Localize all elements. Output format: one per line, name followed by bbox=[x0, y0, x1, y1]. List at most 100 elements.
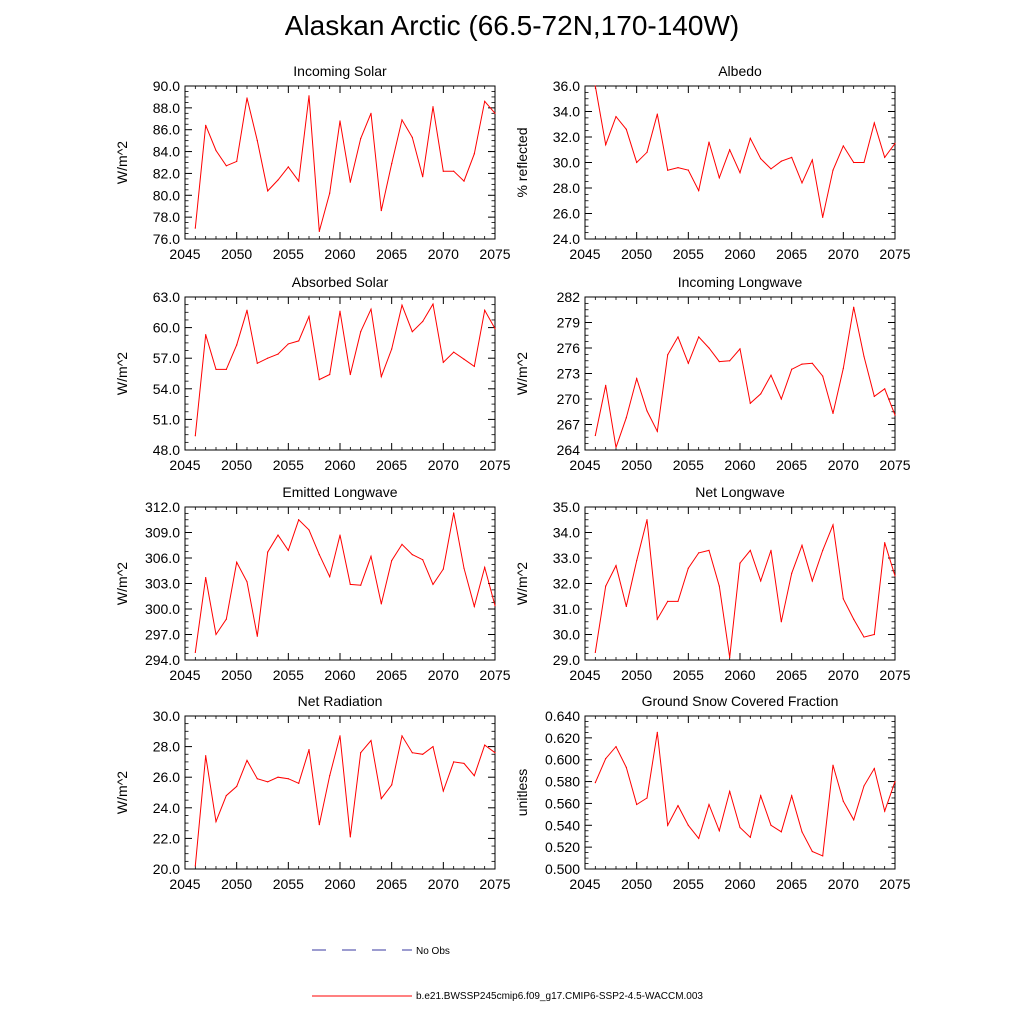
net-radiation-y-tick-label: 30.0 bbox=[153, 708, 180, 724]
net-radiation-data-point bbox=[411, 752, 413, 754]
absorbed-solar-data-point bbox=[256, 362, 258, 364]
net-radiation-data-point bbox=[308, 749, 310, 751]
absorbed-solar-plot-frame bbox=[184, 296, 496, 451]
incoming-longwave-x-tick-label: 2060 bbox=[724, 457, 755, 473]
absorbed-solar-data-point bbox=[463, 358, 465, 360]
incoming-solar-data-point bbox=[349, 181, 351, 183]
absorbed-solar-data-point bbox=[380, 375, 382, 378]
ground-snow-covered-fraction-y-tick-label: 0.500 bbox=[545, 861, 580, 877]
emitted-longwave-data-point bbox=[473, 605, 475, 608]
absorbed-solar-data-point bbox=[277, 353, 279, 355]
absorbed-solar-data-point bbox=[411, 331, 413, 333]
emitted-longwave-x-tick-label: 2075 bbox=[479, 667, 510, 683]
albedo-data-point bbox=[605, 144, 607, 146]
albedo-y-tick-label: 24.0 bbox=[553, 231, 580, 247]
emitted-longwave-y-tick-label: 303.0 bbox=[145, 576, 180, 592]
absorbed-solar-data-point bbox=[318, 379, 320, 381]
net-longwave-x-tick-label: 2070 bbox=[828, 667, 859, 683]
albedo-data-point bbox=[625, 128, 627, 130]
absorbed-solar-series-line bbox=[194, 302, 496, 436]
albedo-data-point bbox=[718, 177, 720, 179]
net-longwave-y-tick-label: 30.0 bbox=[553, 627, 580, 643]
emitted-longwave-data-point bbox=[236, 561, 238, 563]
absorbed-solar-data-point bbox=[401, 304, 403, 306]
incoming-longwave-data-point bbox=[677, 336, 679, 338]
net-longwave-y-tick-label: 29.0 bbox=[553, 652, 580, 668]
emitted-longwave-y-axis-label: W/m^2 bbox=[114, 562, 130, 605]
incoming-solar-data-point bbox=[277, 179, 279, 181]
albedo-y-tick-label: 32.0 bbox=[553, 129, 580, 145]
chart-incoming-solar: 2045 2050 2055 2060 2065 2070 2075 76.0 78.0 80.0… bbox=[114, 63, 511, 262]
net-radiation-data-point bbox=[494, 752, 496, 754]
ground-snow-covered-fraction-data-point bbox=[853, 819, 855, 821]
incoming-longwave-data-point bbox=[594, 434, 596, 437]
net-longwave-x-tick-label: 2065 bbox=[776, 667, 807, 683]
ground-snow-covered-fraction-data-point bbox=[801, 831, 803, 833]
albedo-y-axis-label: % reflected bbox=[514, 127, 530, 197]
incoming-solar-x-tick-label: 2070 bbox=[428, 246, 459, 262]
incoming-longwave-x-tick-label: 2075 bbox=[879, 457, 910, 473]
net-radiation-x-tick-label: 2055 bbox=[273, 876, 304, 892]
figure-title: Alaskan Arctic (66.5-72N,170-140W) bbox=[284, 10, 740, 41]
net-longwave-data-point bbox=[739, 562, 741, 564]
net-radiation-data-point bbox=[298, 782, 300, 784]
emitted-longwave-data-point bbox=[463, 567, 465, 569]
albedo-data-point bbox=[656, 113, 658, 115]
ground-snow-covered-fraction-data-point bbox=[615, 746, 617, 748]
absorbed-solar-data-point bbox=[246, 309, 248, 311]
net-longwave-data-point bbox=[698, 552, 700, 554]
absorbed-solar-data-point bbox=[442, 361, 444, 363]
emitted-longwave-data-point bbox=[246, 581, 248, 583]
incoming-solar-y-tick-label: 88.0 bbox=[153, 100, 180, 116]
net-longwave-data-point bbox=[832, 524, 834, 526]
incoming-longwave-data-point bbox=[656, 430, 658, 432]
absorbed-solar-x-tick-label: 2060 bbox=[324, 457, 355, 473]
emitted-longwave-data-point bbox=[360, 584, 362, 586]
net-longwave-data-point bbox=[842, 598, 844, 600]
incoming-solar-y-tick-label: 86.0 bbox=[153, 122, 180, 138]
net-radiation-data-point bbox=[442, 790, 444, 792]
legend-label-model: b.e21.BWSSP245cmip6.f09_g17.CMIP6-SSP2-4… bbox=[416, 991, 703, 1002]
incoming-longwave-data-point bbox=[780, 398, 782, 400]
net-radiation-data-point bbox=[473, 775, 475, 777]
incoming-longwave-data-point bbox=[749, 402, 751, 404]
net-longwave-data-point bbox=[894, 575, 896, 577]
net-longwave-data-point bbox=[801, 544, 803, 546]
ground-snow-covered-fraction-y-tick-label: 0.520 bbox=[545, 839, 580, 855]
ground-snow-covered-fraction-x-tick-label: 2045 bbox=[569, 876, 600, 892]
incoming-solar-x-tick-label: 2050 bbox=[221, 246, 252, 262]
incoming-longwave-data-point bbox=[718, 361, 720, 363]
ground-snow-covered-fraction-data-point bbox=[770, 824, 772, 826]
net-longwave-series-line bbox=[594, 519, 896, 658]
net-radiation-data-point bbox=[432, 746, 434, 748]
incoming-longwave-x-tick-label: 2050 bbox=[621, 457, 652, 473]
absorbed-solar-x-tick-label: 2065 bbox=[376, 457, 407, 473]
incoming-solar-y-axis-label: W/m^2 bbox=[114, 141, 130, 184]
absorbed-solar-data-point bbox=[329, 373, 331, 376]
net-radiation-data-point bbox=[463, 762, 465, 765]
incoming-longwave-data-point bbox=[698, 336, 700, 338]
net-radiation-y-tick-label: 26.0 bbox=[153, 769, 180, 785]
absorbed-solar-y-tick-label: 51.0 bbox=[153, 411, 180, 427]
absorbed-solar-data-point bbox=[205, 334, 207, 336]
emitted-longwave-plot-frame bbox=[184, 506, 496, 661]
incoming-longwave-y-tick-label: 279 bbox=[557, 315, 581, 331]
net-radiation-x-tick-label: 2050 bbox=[221, 876, 252, 892]
net-radiation-data-point bbox=[329, 775, 331, 777]
incoming-solar-data-point bbox=[318, 230, 320, 232]
chart-absorbed-solar: 2045 2050 2055 2060 2065 2070 2075 48.0 51.0 54.0… bbox=[114, 274, 511, 473]
absorbed-solar-data-point bbox=[453, 351, 455, 353]
albedo-data-point bbox=[884, 156, 886, 158]
incoming-longwave-y-axis-label: W/m^2 bbox=[514, 352, 530, 395]
net-longwave-y-tick-label: 35.0 bbox=[553, 499, 580, 515]
incoming-longwave-data-point bbox=[811, 362, 813, 364]
albedo-data-point bbox=[687, 169, 689, 171]
incoming-longwave-chart-title: Incoming Longwave bbox=[678, 274, 803, 290]
net-longwave-data-point bbox=[863, 636, 865, 638]
albedo-data-point bbox=[667, 169, 669, 171]
net-longwave-data-point bbox=[822, 549, 824, 551]
albedo-data-point bbox=[749, 137, 751, 139]
ground-snow-covered-fraction-y-tick-label: 0.640 bbox=[545, 708, 580, 724]
absorbed-solar-data-point bbox=[298, 340, 300, 342]
net-radiation-chart-title: Net Radiation bbox=[298, 693, 383, 709]
